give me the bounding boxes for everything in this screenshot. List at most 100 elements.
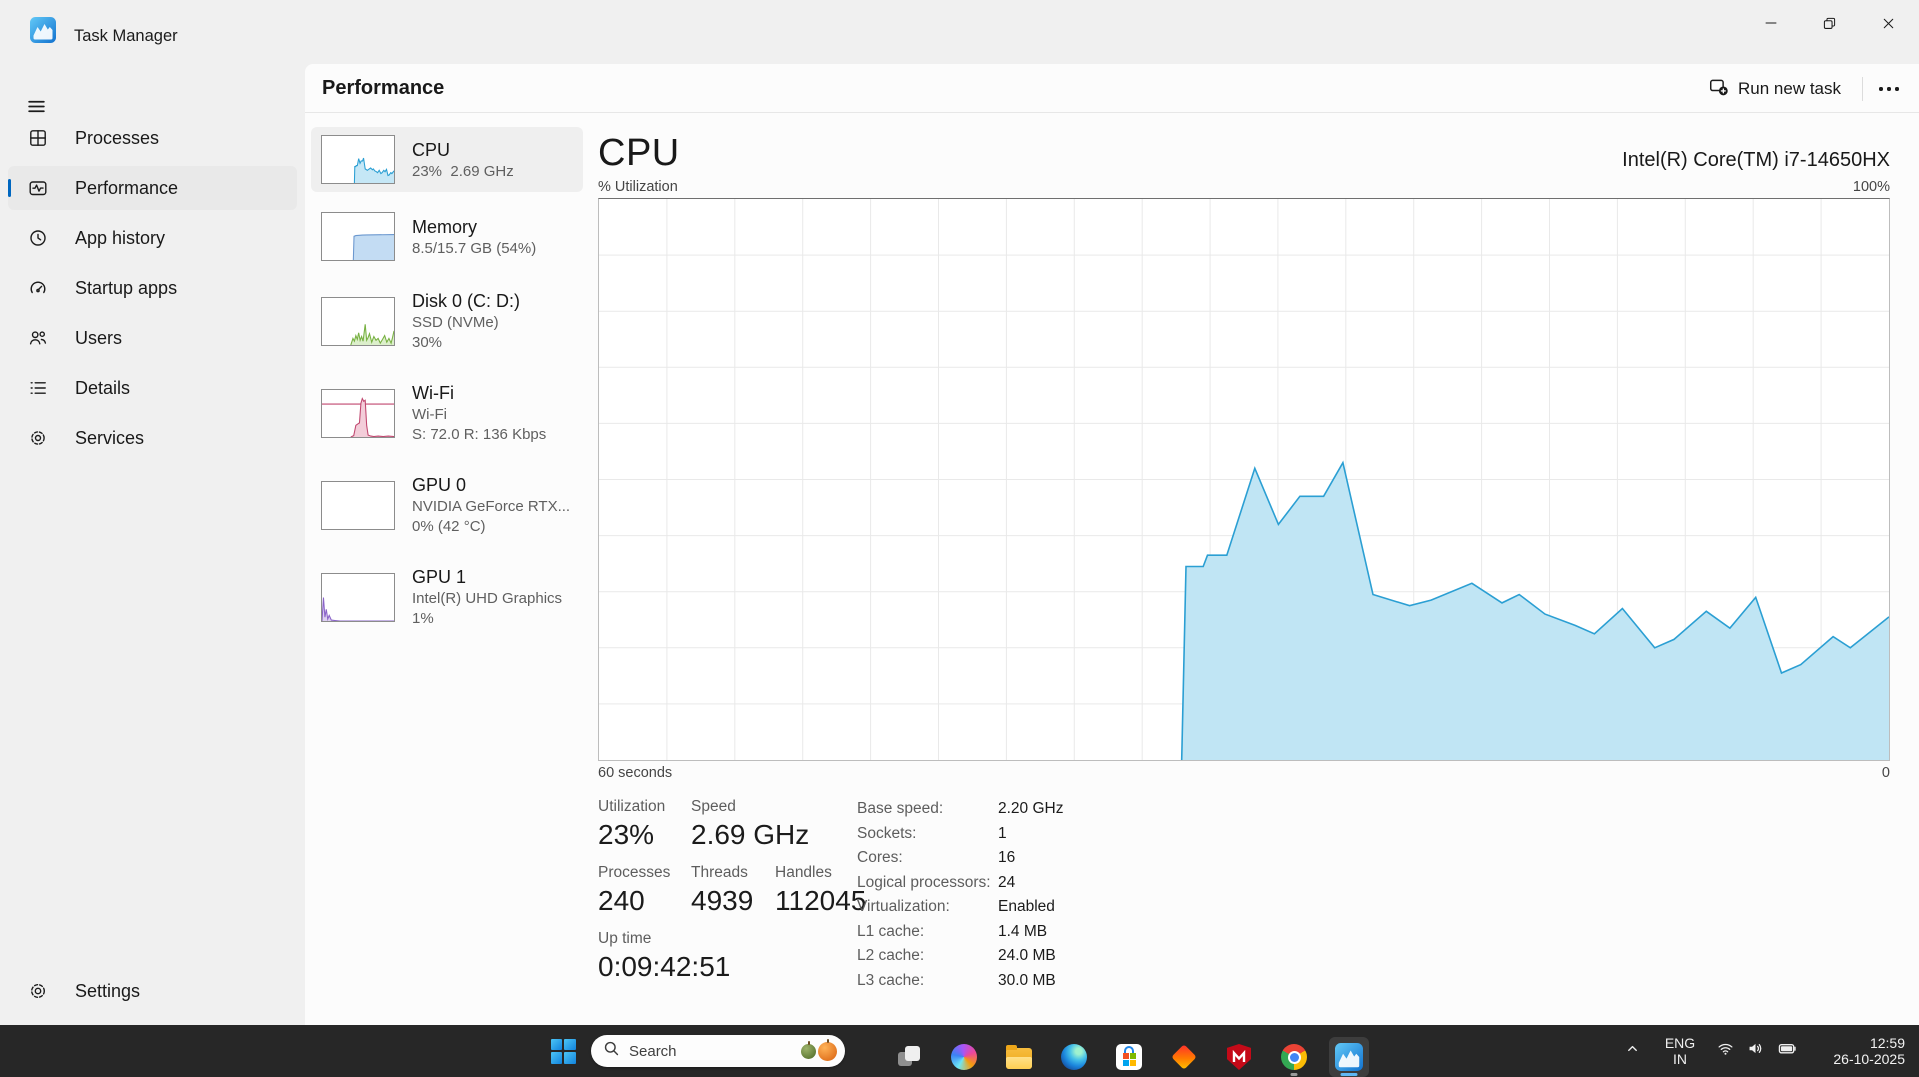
sidebar-nav: Processes Performance App history Startup a… [0, 116, 305, 460]
device-stat-line: SSD (NVMe) [412, 314, 499, 331]
device-stat-line: Wi-Fi [412, 406, 447, 423]
device-item-memory[interactable]: Memory 8.5/15.7 GB (54%) [311, 204, 583, 269]
stat-label: Handles [775, 864, 832, 881]
microsoft-store-icon [1116, 1044, 1142, 1070]
device-title: Disk 0 (C: D:) [412, 291, 520, 311]
taskbar-app-diamond-app[interactable] [1164, 1037, 1204, 1077]
stat-label: Speed [691, 798, 736, 815]
stat-value: 4939 [691, 885, 754, 916]
stat-label: Up time [598, 930, 652, 947]
maximize-icon [1823, 17, 1835, 29]
taskbar-app-edge[interactable] [1054, 1037, 1094, 1077]
stat-value: 112045 [775, 885, 867, 916]
sidebar-item-label: Settings [75, 980, 141, 1001]
stat-up-time: Up time 0:09:42:51 [598, 929, 730, 984]
close-button[interactable] [1858, 0, 1919, 46]
processes-icon [30, 130, 46, 146]
device-stat-line: 8.5/15.7 GB (54%) [412, 239, 537, 257]
device-stat-line: NVIDIA GeForce RTX... [412, 498, 571, 515]
start-button[interactable] [543, 1031, 583, 1071]
sidebar-item-label: Processes [75, 127, 160, 148]
device-item-gpu-1[interactable]: GPU 1 Intel(R) UHD Graphics 1% [311, 557, 583, 637]
wifi-tray-button[interactable] [1710, 1031, 1740, 1071]
sidebar-item-details[interactable]: Details [8, 366, 297, 410]
taskbar-search[interactable]: Search [591, 1035, 845, 1067]
sidebar-item-app-history[interactable]: App history [8, 216, 297, 260]
device-title: Memory [412, 216, 478, 237]
window-title: Task Manager [74, 27, 178, 45]
running-app-indicator [1290, 1072, 1298, 1076]
detail-value: 1 [998, 824, 1007, 842]
taskbar-app-task-view[interactable] [889, 1037, 929, 1077]
task-manager-logo [30, 17, 56, 43]
sidebar-item-label: Details [75, 377, 131, 398]
details-icon [30, 382, 46, 394]
device-stat-line: 30% [412, 334, 443, 351]
language-indicator[interactable]: ENG IN [1656, 1031, 1704, 1071]
taskbar-app-copilot[interactable] [944, 1037, 984, 1077]
device-item-gpu-0[interactable]: GPU 0 NVIDIA GeForce RTX... 0% (42 °C) [311, 465, 583, 545]
close-icon [1883, 18, 1894, 28]
cpu-stats-details: Base speed: 2.20 GHz Sockets: 1 Cores: 16 Logi… [857, 797, 1063, 995]
sidebar-item-startup-apps[interactable]: Startup apps [8, 266, 297, 310]
sidebar-item-processes[interactable]: Processes [8, 116, 297, 160]
task-manager-logo [1335, 1043, 1363, 1071]
device-item-cpu[interactable]: CPU 23% 2.69 GHz [311, 127, 583, 192]
stat-speed: Speed 2.69 GHz [691, 797, 809, 852]
taskbar-app-task-manager[interactable] [1329, 1037, 1369, 1077]
clock-tray-button[interactable]: 12:59 26-10-2025 [1833, 1031, 1905, 1071]
chart-x-min-label: 0 [1881, 765, 1890, 781]
page-title: Performance [322, 77, 445, 99]
run-new-task-button[interactable]: Run new task [1698, 71, 1851, 107]
taskbar: Search ENG IN 12:59 26-10-2025 [0, 1025, 1919, 1077]
sidebar-item-settings[interactable]: Settings [8, 969, 297, 1013]
gear-icon [30, 983, 46, 999]
taskbar-app-chrome[interactable] [1274, 1037, 1314, 1077]
volume-tray-button[interactable] [1740, 1031, 1770, 1071]
device-stat-line: Intel(R) UHD Graphics [412, 590, 563, 607]
app-history-icon [30, 230, 46, 246]
more-icon [1879, 87, 1883, 91]
stat-handles: Handles 112045 [775, 863, 866, 918]
detail-value: 16 [998, 849, 1016, 866]
minimize-button[interactable] [1742, 0, 1800, 46]
stat-threads: Threads 4939 [691, 863, 775, 918]
device-item-wi-fi[interactable]: Wi-Fi Wi-Fi S: 72.0 R: 136 Kbps [311, 373, 583, 453]
device-item-disk-0[interactable]: Disk 0 (C: D:) SSD (NVMe) 30% [311, 281, 583, 361]
detail-label: Virtualization: [857, 898, 950, 915]
sidebar-item-label: App history [75, 227, 166, 248]
taskbar-app-microsoft-store[interactable] [1109, 1037, 1149, 1077]
tray-overflow-button[interactable] [1612, 1031, 1652, 1071]
cpu-utilization-chart-svg [599, 199, 1889, 760]
sidebar-item-label: Services [75, 427, 145, 448]
device-stat-line: S: 72.0 R: 136 Kbps [412, 426, 547, 443]
maximize-button[interactable] [1800, 0, 1858, 46]
detail-value: 1.4 MB [998, 922, 1048, 940]
sidebar-item-performance[interactable]: Performance [8, 166, 297, 210]
detail-label: L1 cache: [857, 922, 925, 940]
more-options-button[interactable] [1867, 71, 1911, 107]
disk-0-thumbnail-chart [321, 296, 395, 346]
gpu-1-thumbnail-chart [321, 572, 395, 622]
device-stat-line: 0% (42 °C) [412, 518, 486, 535]
device-stat-line: 23% 2.69 GHz [412, 162, 514, 180]
navigation-menu-button[interactable] [16, 86, 56, 126]
stat-utilization: Utilization 23% [598, 797, 691, 852]
cpu-panel: CPU Intel(R) Core(TM) i7-14650HX % Utili… [598, 123, 1890, 995]
battery-icon [1778, 1039, 1797, 1063]
header-separator [1862, 77, 1863, 101]
battery-tray-button[interactable] [1770, 1031, 1804, 1071]
search-placeholder: Search [629, 1042, 677, 1060]
copilot-icon [951, 1044, 977, 1070]
wifi-icon [1717, 1040, 1734, 1062]
sidebar-item-services[interactable]: Services [8, 416, 297, 460]
detail-label: Base speed: [857, 800, 944, 817]
volume-icon [1747, 1040, 1764, 1062]
device-title: Wi-Fi [412, 383, 454, 403]
cpu-utilization-chart[interactable] [598, 198, 1890, 761]
taskbar-app-mcafee[interactable] [1219, 1037, 1259, 1077]
taskbar-app-file-explorer[interactable] [999, 1037, 1039, 1077]
sidebar-item-users[interactable]: Users [8, 316, 297, 360]
clock-date: 26-10-2025 [1833, 1051, 1905, 1067]
